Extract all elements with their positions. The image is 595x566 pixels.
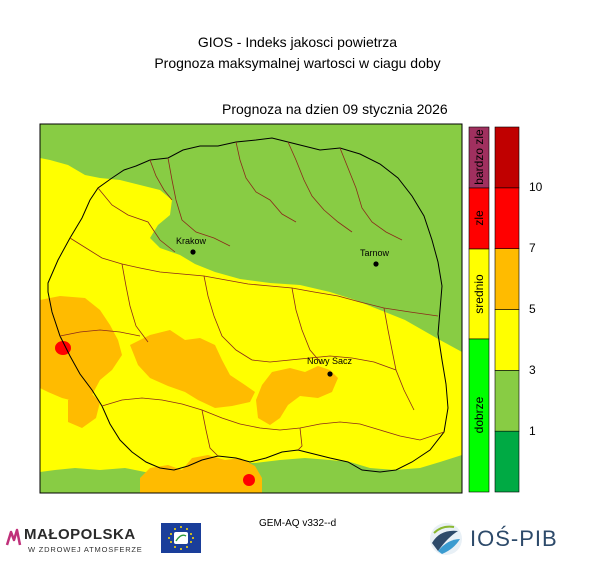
category-label-very-bad: bardzo zle (472, 129, 486, 185)
scale-swatch-2 (494, 370, 520, 432)
zone-elevated-nowysacz (256, 366, 338, 425)
city-marker-tarnow[interactable] (373, 261, 379, 267)
category-label-moderate: srednio (472, 274, 486, 314)
scale-swatch-3 (494, 309, 520, 371)
map-title: GIOS - Indeks jakosci powietrza (197, 34, 398, 50)
city-label-krakow: Krakow (176, 236, 207, 246)
zone-high-south (243, 474, 255, 486)
scale-tick-1: 1 (529, 424, 536, 438)
scale-swatch-1 (494, 430, 520, 493)
map-subtitle: Prognoza maksymalnej wartosci w ciagu do… (154, 55, 441, 71)
ios-pib-logo-text: IOŚ-PIB (470, 526, 558, 551)
index-scale-bar (494, 126, 520, 493)
eu-life-logo (161, 523, 201, 553)
category-label-good: dobrze (472, 396, 486, 434)
district-boundaries (59, 141, 445, 457)
category-swatch-good (468, 338, 490, 493)
map-frame (39, 123, 463, 494)
malopolska-logo-subtext: W ZDROWEJ ATMOSFERZE (28, 545, 143, 554)
air-quality-field (40, 124, 462, 493)
category-legend-bar (468, 126, 490, 493)
zone-good-north (40, 124, 462, 352)
city-label-tarnow: Tarnow (360, 248, 390, 258)
scale-swatch-4 (494, 248, 520, 310)
zone-elevated-west (40, 296, 122, 402)
scale-tick-5: 5 (529, 302, 536, 316)
zone-elevated-west-2 (68, 392, 100, 428)
voivodeship-boundary (47, 137, 449, 473)
forecast-date: Prognoza na dzien 09 stycznia 2026 (222, 101, 448, 117)
city-marker-krakow[interactable] (190, 249, 196, 255)
scale-tick-7: 7 (529, 241, 536, 255)
scale-tick-3: 3 (529, 363, 536, 377)
scale-tick-10: 10 (529, 180, 543, 194)
city-label-nowy-sacz: Nowy Sacz (307, 356, 353, 366)
model-version: GEM-AQ v332--d (259, 518, 337, 529)
zone-elevated-central (130, 330, 255, 408)
city-marker-nowy-sacz[interactable] (327, 371, 333, 377)
scale-swatch-6 (494, 126, 520, 189)
zone-high-west (55, 341, 71, 355)
scale-swatch-5 (494, 187, 520, 249)
category-label-bad: zle (472, 210, 486, 226)
malopolska-logo-text: MAŁOPOLSKA (24, 526, 136, 543)
ios-pib-logo-mark (430, 523, 462, 555)
malopolska-logo-mark (5, 528, 22, 546)
zone-elevated-south (140, 455, 262, 493)
